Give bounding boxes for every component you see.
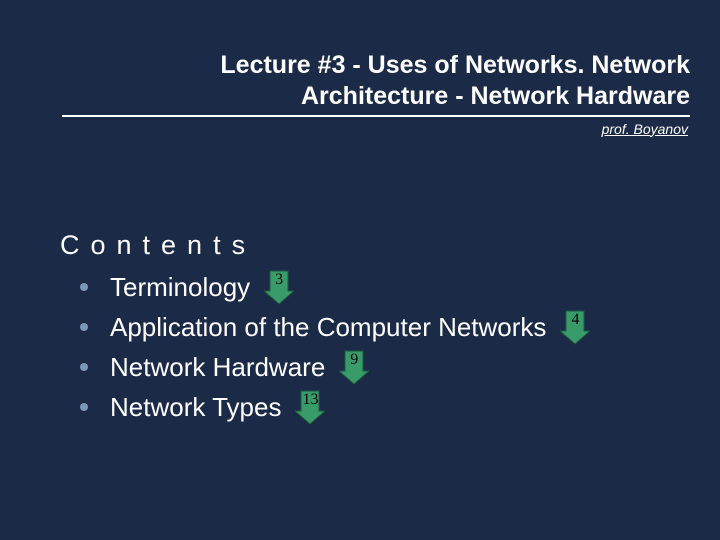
- title-block: Lecture #3 - Uses of Networks. Network A…: [62, 50, 690, 137]
- page-number: 9: [339, 351, 369, 369]
- page-arrow: 3: [264, 269, 294, 305]
- item-label: Network Types: [110, 392, 281, 423]
- contents-heading: Contents: [60, 230, 700, 261]
- page-number: 3: [264, 271, 294, 289]
- page-arrow: 4: [560, 309, 590, 345]
- list-item: Network Types 13: [60, 389, 700, 425]
- title-line-1: Lecture #3 - Uses of Networks. Network: [220, 51, 690, 79]
- page-number: 4: [560, 311, 590, 329]
- list-item: Network Hardware 9: [60, 349, 700, 385]
- item-label: Network Hardware: [110, 352, 325, 383]
- item-label: Terminology: [110, 272, 250, 303]
- list-item: Terminology 3: [60, 269, 700, 305]
- bullet-icon: [80, 403, 88, 411]
- author-name: prof. Boyanov: [62, 121, 690, 137]
- bullet-icon: [80, 363, 88, 371]
- bullet-icon: [80, 283, 88, 291]
- title-line-2: Architecture - Network Hardware: [301, 82, 690, 110]
- item-label: Application of the Computer Networks: [110, 312, 546, 343]
- contents-list: Terminology 3 Application of the Compute…: [60, 269, 700, 425]
- page-number: 13: [295, 391, 325, 409]
- slide-title: Lecture #3 - Uses of Networks. Network A…: [62, 50, 690, 117]
- contents-block: Contents Terminology 3 Application of th…: [60, 230, 700, 429]
- list-item: Application of the Computer Networks 4: [60, 309, 700, 345]
- page-arrow: 13: [295, 389, 325, 425]
- page-arrow: 9: [339, 349, 369, 385]
- bullet-icon: [80, 323, 88, 331]
